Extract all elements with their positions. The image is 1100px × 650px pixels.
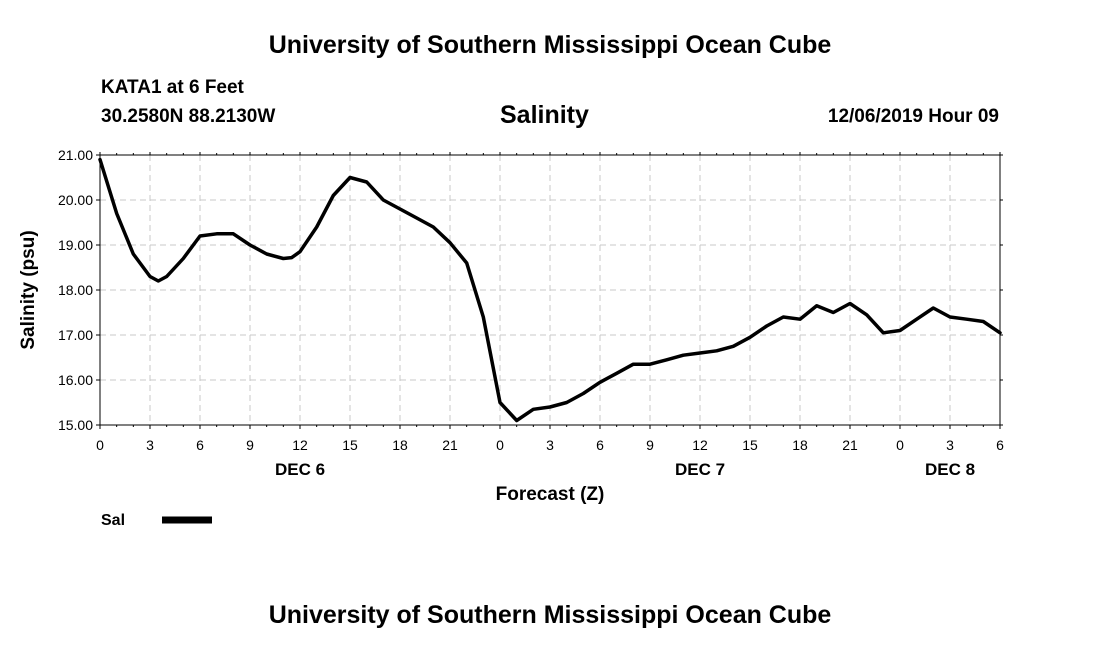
y-tick-label: 15.00 (58, 417, 93, 433)
chart-title: Salinity (500, 101, 589, 129)
x-tick-label: 9 (646, 437, 654, 453)
legend-label: Sal (101, 512, 125, 529)
day-label: DEC 6 (275, 460, 325, 479)
top-title: University of Southern Mississippi Ocean… (268, 31, 832, 59)
x-tick-label: 6 (596, 437, 604, 453)
y-tick-label: 19.00 (58, 237, 93, 253)
x-tick-label: 6 (196, 437, 204, 453)
y-tick-label: 16.00 (58, 372, 93, 388)
station-label: KATA1 at 6 Feet (101, 77, 244, 98)
x-tick-label: 6 (996, 437, 1004, 453)
x-tick-label: 12 (692, 437, 708, 453)
y-axis-title: Salinity (psu) (18, 230, 39, 349)
y-tick-label: 21.00 (58, 147, 93, 163)
y-tick-label: 17.00 (58, 327, 93, 343)
x-tick-label: 21 (842, 437, 858, 453)
x-tick-label: 12 (292, 437, 308, 453)
x-tick-label: 3 (546, 437, 554, 453)
day-label: DEC 8 (925, 460, 975, 479)
x-tick-label: 0 (896, 437, 904, 453)
x-tick-label: 15 (742, 437, 758, 453)
coordinates-label: 30.2580N 88.2130W (101, 106, 276, 127)
y-tick-label: 20.00 (58, 192, 93, 208)
x-tick-label: 0 (96, 437, 104, 453)
day-label: DEC 7 (675, 460, 725, 479)
x-tick-label: 9 (246, 437, 254, 453)
x-tick-label: 18 (792, 437, 808, 453)
x-tick-label: 15 (342, 437, 358, 453)
y-tick-label: 18.00 (58, 282, 93, 298)
bottom-title: University of Southern Mississippi Ocean… (268, 601, 832, 629)
series-line-sal (98, 157, 1002, 423)
timestamp-label: 12/06/2019 Hour 09 (827, 106, 999, 127)
x-axis-title: Forecast (Z) (496, 484, 605, 505)
x-tick-label: 18 (392, 437, 408, 453)
x-tick-label: 0 (496, 437, 504, 453)
x-tick-label: 3 (146, 437, 154, 453)
x-tick-label: 21 (442, 437, 458, 453)
x-tick-label: 3 (946, 437, 954, 453)
